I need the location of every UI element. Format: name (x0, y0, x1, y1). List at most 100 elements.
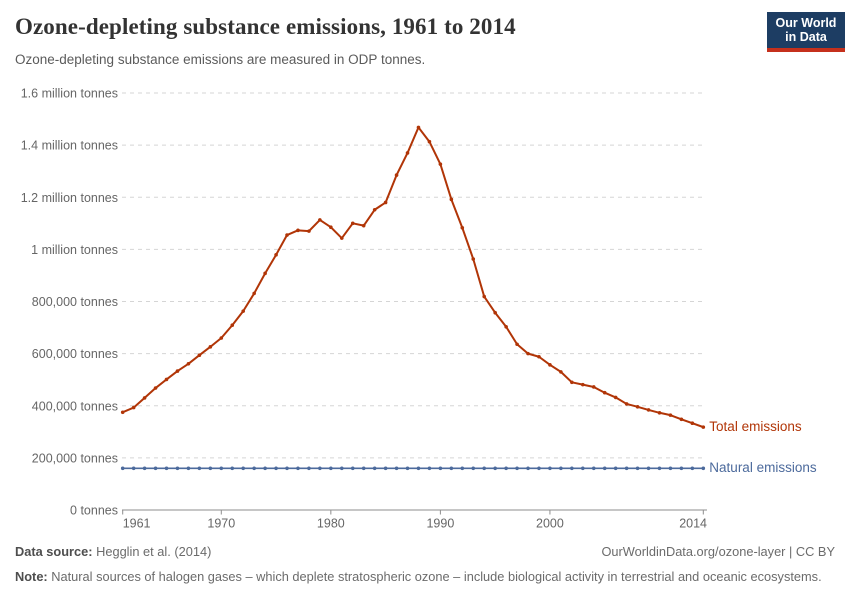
natural-emissions-point-1963[interactable] (142, 466, 147, 471)
total-emissions-line[interactable] (120, 125, 706, 429)
total-emissions-point-2007[interactable] (624, 402, 629, 406)
natural-emissions-point-1999[interactable] (537, 466, 541, 471)
total-emissions-point-1961[interactable] (120, 410, 125, 415)
owid-attribution-link[interactable]: OurWorldinData.org/ozone-layer | CC BY (601, 544, 835, 559)
natural-emissions-point-1973[interactable] (252, 466, 256, 471)
total-emissions-point-1970[interactable] (219, 336, 224, 340)
natural-emissions-point-1987[interactable] (405, 466, 410, 471)
total-emissions-point-1985[interactable] (383, 200, 388, 205)
total-emissions-path[interactable] (122, 126, 704, 429)
natural-emissions-point-1980[interactable] (329, 466, 333, 471)
natural-emissions-point-2008[interactable] (635, 466, 640, 471)
natural-emissions-point-1961[interactable] (120, 466, 125, 471)
natural-emissions-point-1993[interactable] (471, 466, 476, 471)
natural-emissions-point-2005[interactable] (602, 466, 607, 471)
total-emissions-point-1977[interactable] (296, 228, 300, 233)
natural-emissions-point-2003[interactable] (580, 466, 585, 471)
total-emissions-point-2011[interactable] (668, 413, 673, 417)
natural-emissions-point-1985[interactable] (383, 466, 388, 471)
total-emissions-point-1972[interactable] (241, 309, 246, 313)
owid-logo[interactable]: Our World in Data (767, 12, 845, 52)
natural-emissions-point-1967[interactable] (186, 466, 191, 471)
series-label-natural-emissions[interactable]: Natural emissions (709, 460, 817, 476)
total-emissions-point-2009[interactable] (646, 408, 651, 412)
total-emissions-point-1971[interactable] (230, 323, 235, 328)
total-emissions-point-1989[interactable] (427, 139, 432, 144)
total-emissions-point-1968[interactable] (197, 353, 202, 357)
total-emissions-point-1976[interactable] (285, 233, 289, 237)
natural-emissions-point-1995[interactable] (493, 466, 497, 471)
total-emissions-point-2013[interactable] (690, 421, 695, 426)
natural-emissions-point-1982[interactable] (350, 466, 355, 471)
total-emissions-point-1975[interactable] (274, 253, 278, 257)
natural-emissions-point-1976[interactable] (285, 466, 289, 471)
total-emissions-point-1998[interactable] (526, 351, 530, 356)
natural-emissions-point-1996[interactable] (504, 466, 508, 471)
total-emissions-point-1992[interactable] (460, 225, 465, 230)
natural-emissions-point-1970[interactable] (219, 466, 224, 471)
total-emissions-point-2004[interactable] (591, 385, 596, 389)
natural-emissions-point-2009[interactable] (646, 466, 651, 471)
natural-emissions-point-1986[interactable] (394, 466, 399, 471)
natural-emissions-point-2000[interactable] (548, 466, 552, 471)
total-emissions-point-1966[interactable] (175, 369, 180, 373)
total-emissions-point-1965[interactable] (164, 377, 169, 382)
total-emissions-point-1986[interactable] (394, 173, 399, 177)
total-emissions-point-2000[interactable] (548, 363, 552, 367)
natural-emissions-point-1997[interactable] (515, 466, 519, 471)
natural-emissions-point-1974[interactable] (263, 466, 267, 471)
total-emissions-point-1984[interactable] (372, 207, 377, 212)
natural-emissions-point-1962[interactable] (131, 466, 136, 471)
natural-emissions-point-1971[interactable] (230, 466, 235, 471)
total-emissions-point-1994[interactable] (482, 294, 487, 299)
natural-emissions-point-2001[interactable] (559, 466, 563, 471)
natural-emissions-point-2002[interactable] (570, 466, 574, 471)
total-emissions-point-1983[interactable] (361, 223, 366, 228)
natural-emissions-point-2012[interactable] (679, 466, 684, 471)
total-emissions-point-1997[interactable] (515, 342, 519, 347)
total-emissions-point-2005[interactable] (602, 390, 607, 395)
total-emissions-point-1999[interactable] (537, 354, 541, 359)
chart-canvas[interactable]: 0 tonnes 200,000 tonnes 400,000 tonnes 600,… (0, 80, 850, 535)
total-emissions-point-1964[interactable] (153, 386, 158, 390)
natural-emissions-point-1966[interactable] (175, 466, 180, 471)
total-emissions-point-1996[interactable] (504, 324, 508, 329)
natural-emissions-point-1979[interactable] (318, 466, 322, 471)
total-emissions-point-2010[interactable] (657, 410, 662, 415)
total-emissions-point-1980[interactable] (329, 225, 333, 230)
natural-emissions-point-1972[interactable] (241, 466, 246, 471)
natural-emissions-point-2004[interactable] (591, 466, 596, 471)
total-emissions-point-1990[interactable] (438, 162, 443, 166)
natural-emissions-point-2010[interactable] (657, 466, 662, 471)
natural-emissions-line[interactable] (120, 466, 706, 471)
natural-emissions-point-2007[interactable] (624, 466, 629, 471)
natural-emissions-point-1984[interactable] (372, 466, 377, 471)
natural-emissions-point-2014[interactable] (701, 466, 706, 471)
natural-emissions-point-1964[interactable] (153, 466, 158, 471)
total-emissions-point-1962[interactable] (131, 405, 136, 410)
total-emissions-point-1973[interactable] (252, 291, 256, 296)
total-emissions-point-2012[interactable] (679, 417, 684, 422)
total-emissions-point-1987[interactable] (405, 151, 410, 155)
total-emissions-point-1974[interactable] (263, 271, 267, 276)
total-emissions-point-1963[interactable] (142, 396, 147, 400)
total-emissions-point-1993[interactable] (471, 257, 476, 261)
total-emissions-point-1991[interactable] (449, 197, 454, 202)
natural-emissions-point-1994[interactable] (482, 466, 487, 471)
natural-emissions-point-2006[interactable] (613, 466, 618, 471)
total-emissions-point-1981[interactable] (339, 236, 344, 240)
total-emissions-point-1982[interactable] (350, 221, 355, 226)
total-emissions-point-2008[interactable] (635, 404, 640, 409)
total-emissions-point-2003[interactable] (580, 382, 585, 387)
natural-emissions-point-1989[interactable] (427, 466, 432, 471)
total-emissions-point-2002[interactable] (570, 380, 574, 385)
total-emissions-point-1995[interactable] (493, 310, 497, 315)
total-emissions-point-2014[interactable] (701, 425, 706, 429)
natural-emissions-point-1977[interactable] (296, 466, 300, 471)
natural-emissions-point-1975[interactable] (274, 466, 278, 471)
total-emissions-point-2006[interactable] (613, 395, 618, 400)
natural-emissions-point-1990[interactable] (438, 466, 443, 471)
total-emissions-point-1967[interactable] (186, 361, 191, 366)
total-emissions-point-1969[interactable] (208, 345, 213, 349)
natural-emissions-point-1978[interactable] (307, 466, 311, 471)
